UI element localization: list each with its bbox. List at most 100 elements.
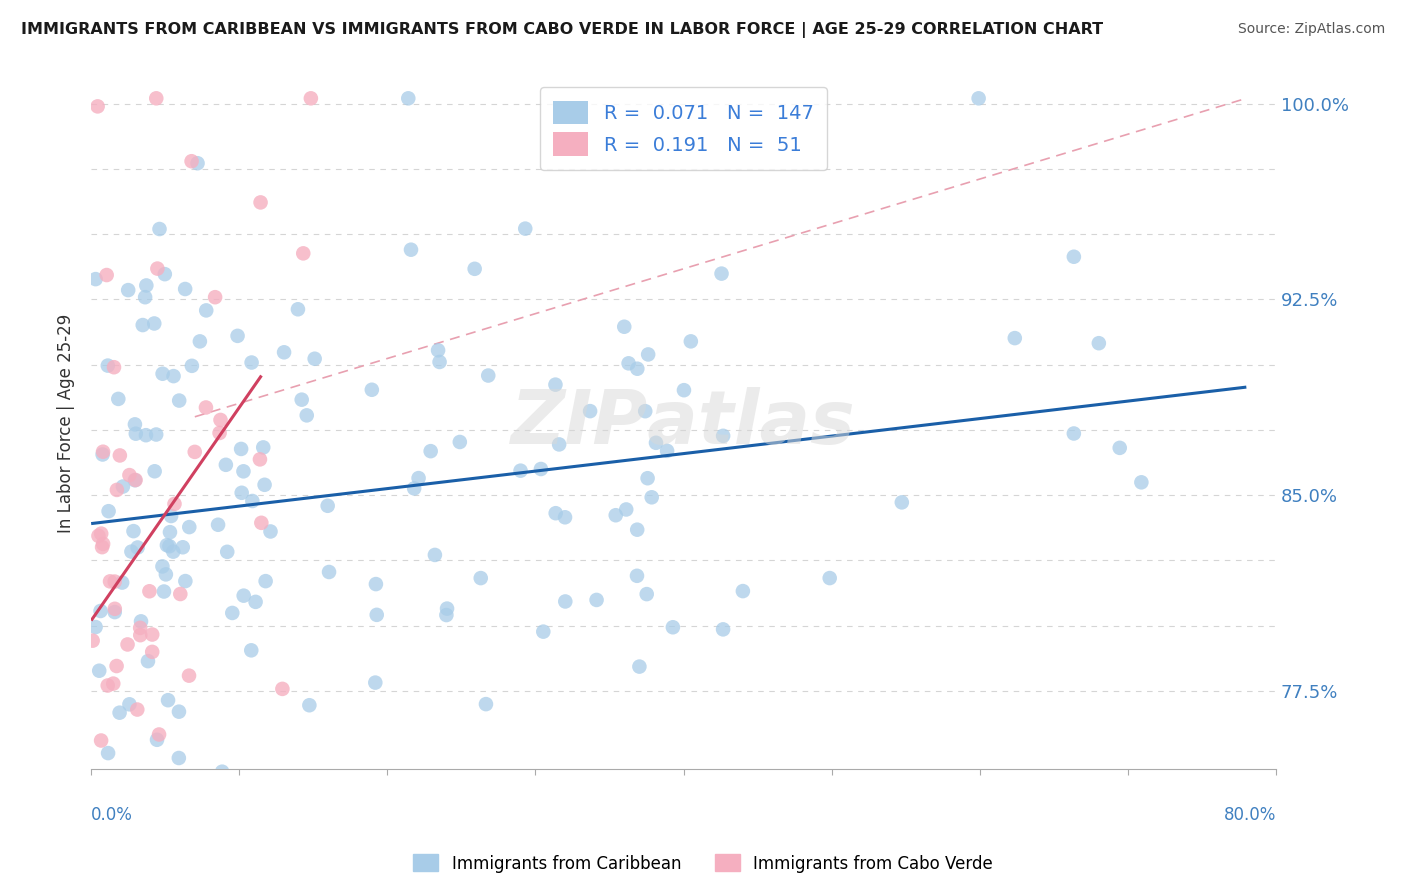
Point	[1130, 475, 1153, 490]
Point	[86, 99, 108, 113]
Point	[299, 91, 322, 105]
Point	[217, 545, 239, 559]
Point	[655, 443, 678, 458]
Point	[636, 587, 658, 601]
Point	[364, 675, 387, 690]
Point	[464, 261, 486, 276]
Point	[169, 587, 191, 601]
Point	[117, 283, 139, 297]
Point	[159, 539, 181, 553]
Point	[148, 222, 170, 236]
Point	[91, 444, 114, 458]
Point	[127, 541, 149, 555]
Point	[249, 195, 271, 210]
Text: ZIP​atlas: ZIP​atlas	[512, 387, 856, 459]
Point	[129, 621, 152, 635]
Point	[138, 584, 160, 599]
Point	[209, 413, 232, 427]
Point	[90, 733, 112, 747]
Point	[177, 668, 200, 682]
Point	[316, 499, 339, 513]
Point	[232, 464, 254, 478]
Point	[86, 782, 108, 797]
Point	[160, 509, 183, 524]
Point	[579, 404, 602, 418]
Legend: Immigrants from Caribbean, Immigrants from Cabo Verde: Immigrants from Caribbean, Immigrants fr…	[406, 847, 1000, 880]
Point	[253, 477, 276, 491]
Point	[429, 355, 451, 369]
Point	[449, 434, 471, 449]
Point	[245, 595, 267, 609]
Point	[711, 623, 734, 637]
Point	[156, 538, 179, 552]
Point	[404, 482, 426, 496]
Point	[91, 537, 114, 551]
Point	[153, 267, 176, 281]
Point	[98, 574, 121, 589]
Point	[672, 383, 695, 397]
Point	[120, 544, 142, 558]
Text: IMMIGRANTS FROM CARIBBEAN VS IMMIGRANTS FROM CABO VERDE IN LABOR FORCE | AGE 25-: IMMIGRANTS FROM CARIBBEAN VS IMMIGRANTS …	[21, 22, 1104, 38]
Point	[304, 351, 326, 366]
Point	[360, 383, 382, 397]
Point	[614, 502, 637, 516]
Point	[91, 540, 114, 554]
Point	[90, 604, 112, 618]
Point	[710, 267, 733, 281]
Point	[711, 429, 734, 443]
Text: 80.0%: 80.0%	[1223, 805, 1277, 823]
Point	[143, 317, 166, 331]
Point	[93, 820, 115, 834]
Point	[179, 520, 201, 534]
Point	[731, 584, 754, 599]
Point	[89, 780, 111, 794]
Point	[152, 367, 174, 381]
Point	[419, 444, 441, 458]
Point	[82, 633, 104, 648]
Point	[515, 221, 537, 235]
Point	[107, 392, 129, 406]
Point	[298, 698, 321, 713]
Point	[207, 517, 229, 532]
Point	[637, 471, 659, 485]
Point	[254, 574, 277, 588]
Point	[195, 303, 218, 318]
Point	[157, 693, 180, 707]
Point	[90, 526, 112, 541]
Point	[617, 356, 640, 370]
Point	[530, 462, 553, 476]
Point	[229, 442, 252, 456]
Point	[138, 827, 160, 841]
Point	[184, 445, 207, 459]
Point	[408, 471, 430, 485]
Point	[1088, 336, 1111, 351]
Point	[146, 261, 169, 276]
Point	[626, 569, 648, 583]
Point	[129, 615, 152, 629]
Point	[96, 268, 118, 282]
Point	[477, 368, 499, 383]
Legend: R =  0.071   N =  147, R =  0.191   N =  51: R = 0.071 N = 147, R = 0.191 N = 51	[540, 87, 827, 169]
Point	[613, 319, 636, 334]
Point	[135, 278, 157, 293]
Point	[172, 541, 194, 555]
Point	[295, 409, 318, 423]
Point	[626, 361, 648, 376]
Point	[423, 548, 446, 562]
Point	[97, 746, 120, 760]
Point	[122, 524, 145, 538]
Point	[145, 427, 167, 442]
Point	[226, 329, 249, 343]
Point	[111, 575, 134, 590]
Point	[155, 567, 177, 582]
Point	[194, 401, 217, 415]
Point	[188, 334, 211, 349]
Point	[679, 334, 702, 349]
Point	[232, 589, 254, 603]
Point	[180, 154, 202, 169]
Point	[143, 464, 166, 478]
Point	[548, 437, 571, 451]
Point	[152, 559, 174, 574]
Point	[1108, 441, 1130, 455]
Point	[174, 282, 197, 296]
